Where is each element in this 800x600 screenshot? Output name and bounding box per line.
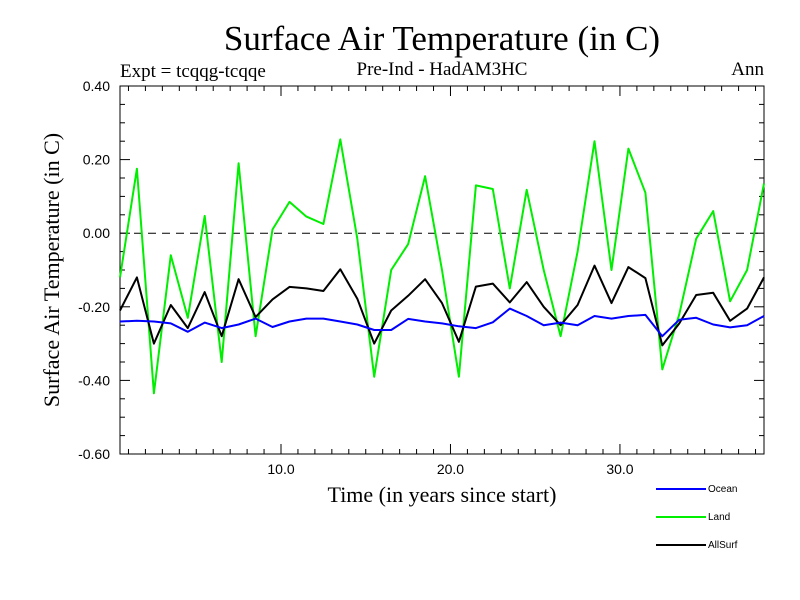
y-tick-label: -0.20 bbox=[78, 299, 110, 315]
y-tick-label: 0.00 bbox=[83, 225, 110, 241]
x-tick-label: 20.0 bbox=[437, 461, 464, 477]
series-lines bbox=[119, 138, 765, 395]
x-tick-label: 30.0 bbox=[606, 461, 633, 477]
period-label: Ann bbox=[731, 59, 764, 80]
x-tick-label: 10.0 bbox=[267, 461, 294, 477]
legend: Ocean Land AllSurf bbox=[656, 484, 738, 551]
legend-label-allsurf: AllSurf bbox=[708, 540, 738, 551]
y-tick-label: 0.40 bbox=[83, 78, 110, 94]
legend-label-ocean: Ocean bbox=[708, 484, 737, 495]
chart-title: Surface Air Temperature (in C) bbox=[224, 19, 660, 58]
legend-label-land: Land bbox=[708, 512, 730, 523]
series-line-land bbox=[119, 138, 765, 395]
y-axis-title: Surface Air Temperature (in C) bbox=[39, 133, 64, 407]
x-axis-title: Time (in years since start) bbox=[328, 482, 557, 507]
series-line-ocean bbox=[119, 307, 765, 338]
y-tick-label: -0.60 bbox=[78, 446, 110, 462]
tick-labels: 10.0 20.0 30.0 -0.60 -0.40 -0.20 0.00 0.20 0.40 bbox=[78, 78, 634, 477]
y-tick-label: -0.40 bbox=[78, 372, 110, 388]
experiment-label: Expt = tcqqg-tcqqe bbox=[120, 61, 266, 82]
y-tick-label: 0.20 bbox=[83, 152, 110, 168]
series-line-allsurf bbox=[119, 264, 765, 347]
comparison-label: Pre-Ind - HadAM3HC bbox=[357, 59, 528, 80]
